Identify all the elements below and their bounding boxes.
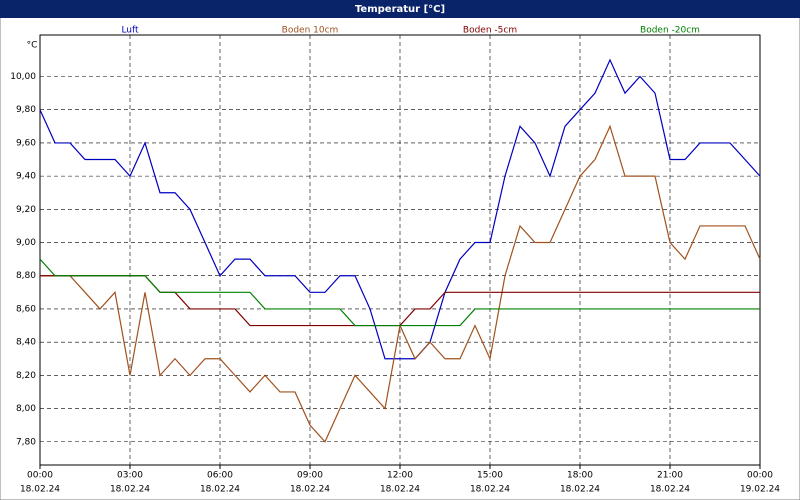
legend-entry: Boden -20cm xyxy=(640,26,700,36)
y-tick-label: 9,20 xyxy=(16,205,36,215)
title-bar xyxy=(0,0,800,18)
x-tick-label: 00:00 xyxy=(27,471,53,481)
x-tick-date: 18.02.24 xyxy=(200,485,240,495)
x-tick-label: 18:00 xyxy=(567,471,593,481)
y-tick-label: 8,80 xyxy=(16,271,36,281)
chart-title: Temperatur [°C] xyxy=(355,4,445,15)
x-tick-date: 18.02.24 xyxy=(20,485,60,495)
legend-entry: Boden 10cm xyxy=(282,26,339,36)
x-tick-label: 03:00 xyxy=(117,471,143,481)
y-tick-label: 8,20 xyxy=(16,371,36,381)
x-tick-date: 18.02.24 xyxy=(290,485,330,495)
x-tick-label: 00:00 xyxy=(747,471,773,481)
x-tick-label: 15:00 xyxy=(477,471,503,481)
x-tick-label: 06:00 xyxy=(207,471,233,481)
legend-entry: Boden -5cm xyxy=(463,26,517,36)
legend-entry: Luft xyxy=(121,26,139,36)
x-tick-label: 12:00 xyxy=(387,471,413,481)
y-tick-label: 9,00 xyxy=(16,238,36,248)
x-tick-label: 09:00 xyxy=(297,471,323,481)
y-tick-label: 9,60 xyxy=(16,138,36,148)
x-tick-date: 19.02.24 xyxy=(740,485,780,495)
x-tick-date: 18.02.24 xyxy=(560,485,600,495)
x-tick-date: 18.02.24 xyxy=(380,485,420,495)
series-line xyxy=(39,58,761,360)
x-tick-label: 21:00 xyxy=(657,471,683,481)
y-tick-label: 10,00 xyxy=(10,72,36,82)
x-tick-date: 18.02.24 xyxy=(110,485,150,495)
y-tick-label: 8,40 xyxy=(16,338,36,348)
y-tick-label: 7,80 xyxy=(16,437,36,447)
y-tick-label: 8,60 xyxy=(16,304,36,314)
x-tick-date: 18.02.24 xyxy=(470,485,510,495)
y-tick-label: 8,00 xyxy=(16,404,36,414)
series-line xyxy=(39,258,760,327)
y-tick-label: 9,80 xyxy=(16,105,36,115)
y-unit: °C xyxy=(27,41,38,51)
y-tick-label: 9,40 xyxy=(16,172,36,182)
x-tick-date: 18.02.24 xyxy=(650,485,690,495)
